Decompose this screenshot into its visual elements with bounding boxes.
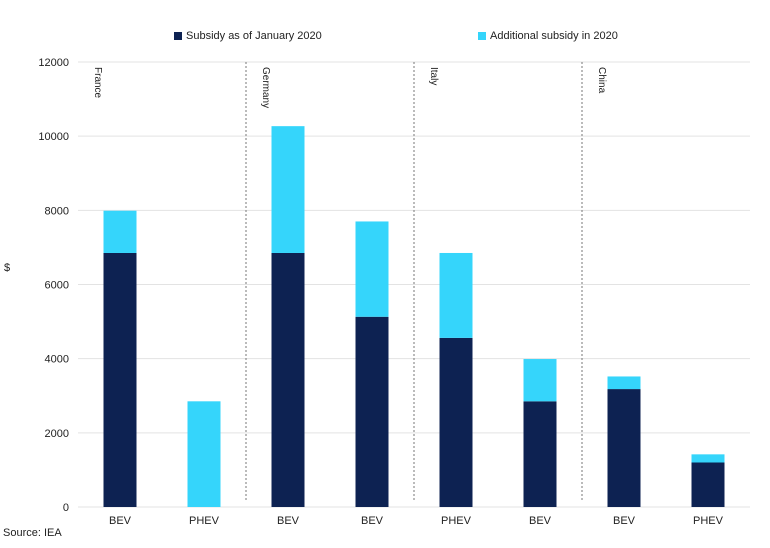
y-tick-label: 4000 (45, 354, 69, 366)
bar-additional-subsidy (187, 401, 221, 507)
bar-subsidy-jan-2020 (691, 462, 725, 507)
x-tick-label: BEV (109, 515, 132, 527)
bar-additional-subsidy (355, 221, 389, 317)
legend-item-additional-subsidy: Additional subsidy in 2020 (478, 30, 618, 42)
x-tick-label: BEV (277, 515, 300, 527)
x-tick-label: BEV (613, 515, 636, 527)
y-tick-label: 6000 (45, 280, 69, 292)
group-label: China (596, 67, 607, 94)
legend-swatch (478, 32, 486, 40)
y-tick-label: 12000 (38, 57, 69, 69)
x-tick-label: PHEV (693, 515, 724, 527)
bar-additional-subsidy (103, 210, 137, 253)
bar-subsidy-jan-2020 (271, 252, 305, 507)
x-tick-label: PHEV (441, 515, 472, 527)
x-tick-label: BEV (529, 515, 552, 527)
legend-swatch (174, 32, 182, 40)
bar-additional-subsidy (439, 252, 473, 338)
bar-subsidy-jan-2020 (103, 252, 137, 507)
y-tick-label: 10000 (38, 131, 69, 143)
bar-subsidy-jan-2020 (355, 316, 389, 507)
y-axis-label: $ (4, 262, 11, 274)
bar-additional-subsidy (607, 376, 641, 390)
y-tick-label: 0 (63, 502, 69, 514)
group-label: France (92, 67, 103, 99)
source-note: Source: IEA (3, 527, 62, 539)
x-tick-label: BEV (361, 515, 384, 527)
bar-additional-subsidy (523, 359, 557, 402)
bar-subsidy-jan-2020 (607, 389, 641, 507)
legend-item-subsidy-jan-2020: Subsidy as of January 2020 (174, 30, 322, 42)
bar-additional-subsidy (271, 126, 305, 253)
bar-additional-subsidy (691, 454, 725, 463)
bar-subsidy-jan-2020 (523, 401, 557, 507)
y-tick-label: 2000 (45, 428, 69, 440)
bar-subsidy-jan-2020 (439, 337, 473, 507)
legend-label: Additional subsidy in 2020 (490, 30, 618, 42)
legend-label: Subsidy as of January 2020 (186, 30, 322, 42)
group-label: Italy (428, 67, 439, 85)
x-tick-label: PHEV (189, 515, 220, 527)
group-label: Germany (260, 67, 271, 108)
y-tick-label: 8000 (45, 205, 69, 217)
